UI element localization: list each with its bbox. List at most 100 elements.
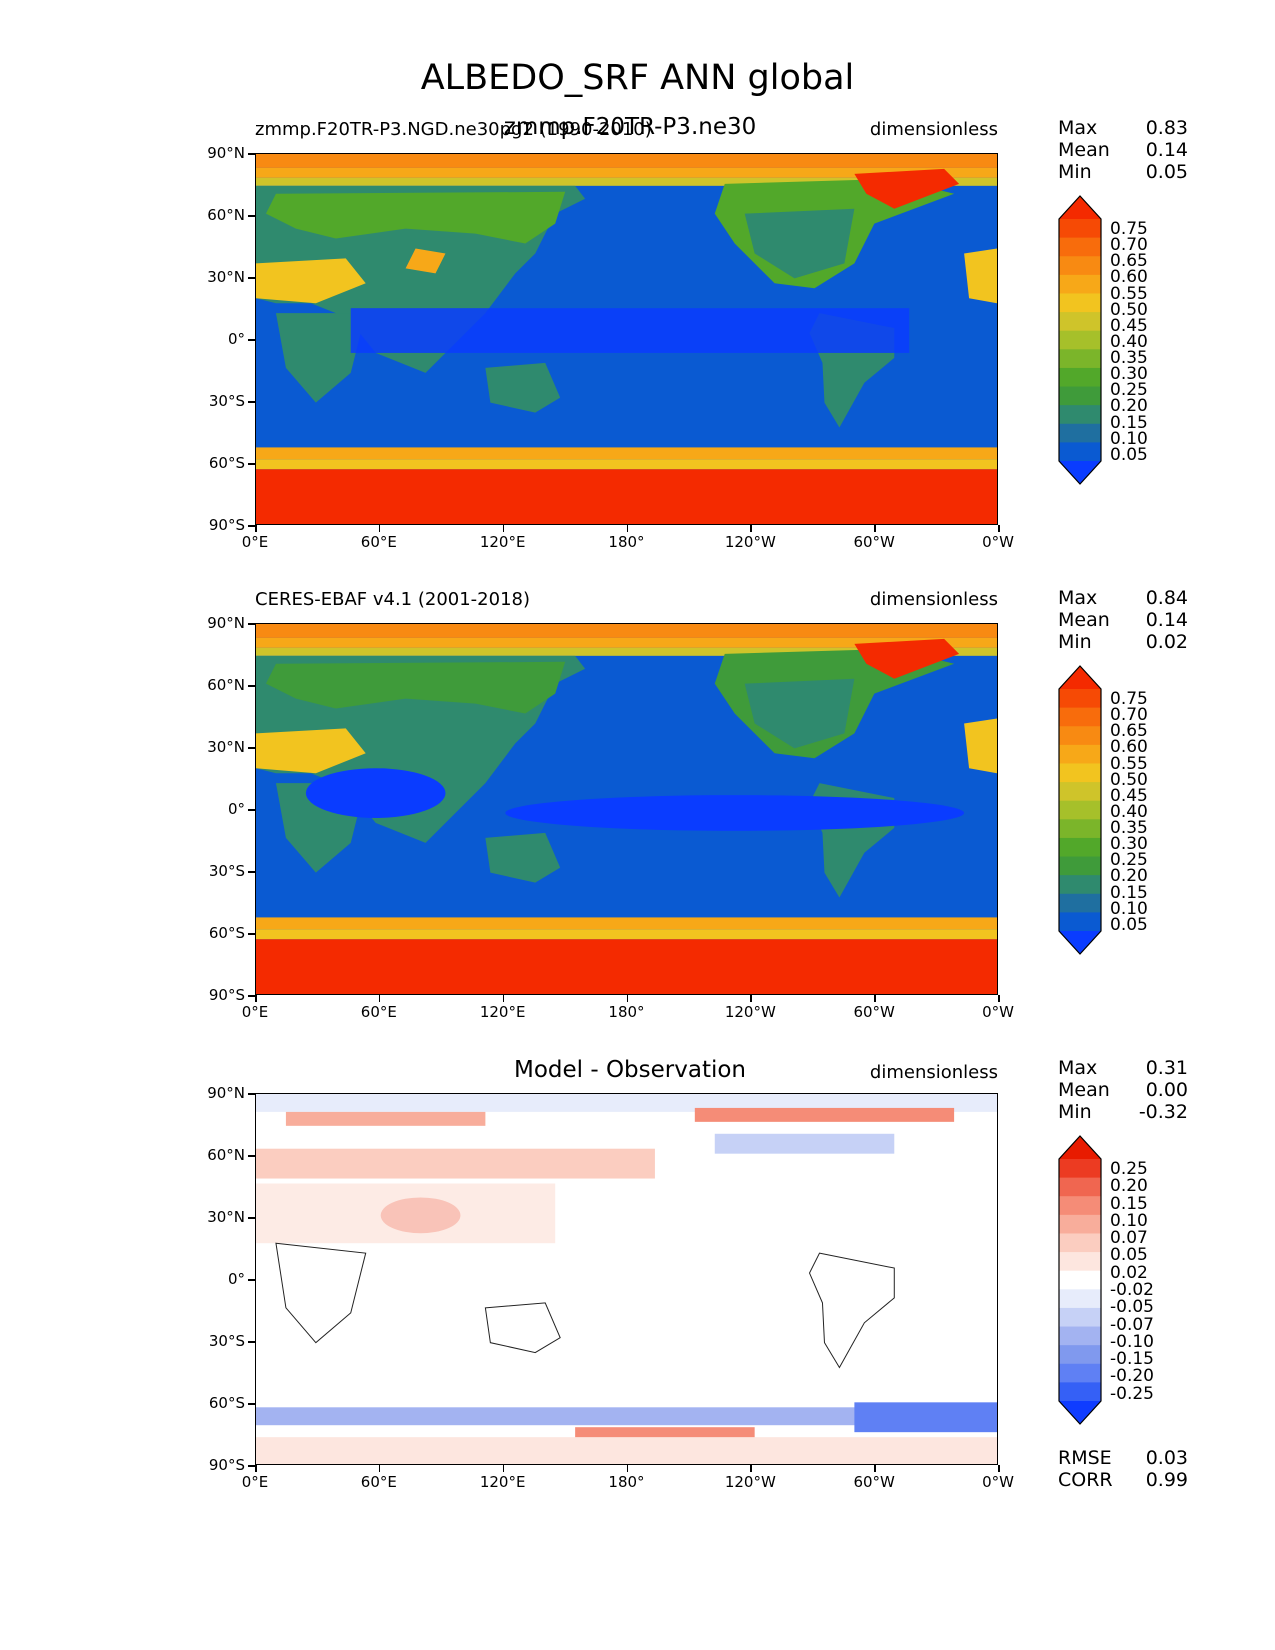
x-tick-mark <box>502 525 505 532</box>
x-tick-label: 0°W <box>982 1473 1014 1491</box>
stat-value: 0.00 <box>1145 1079 1188 1101</box>
stat-label: Mean <box>1058 139 1110 161</box>
colorbar-tick-label: 0.50 <box>1110 299 1148 320</box>
y-tick-label: 60°N <box>207 676 245 694</box>
colorbar-segment <box>1059 726 1101 746</box>
stat-label: Max <box>1058 587 1098 609</box>
colorbar-segment <box>1059 423 1101 443</box>
panel-obs: CERES-EBAF v4.1 (2001-2018) dimensionles… <box>0 0 1275 995</box>
x-tick-mark <box>626 995 628 1002</box>
stat-value: 0.31 <box>1145 1057 1188 1079</box>
stat-value: 0.02 <box>1145 631 1188 653</box>
map-model-field <box>256 154 997 524</box>
colorbar-tick-label: 0.10 <box>1110 898 1148 919</box>
x-tick-mark <box>750 525 752 532</box>
colorbar <box>1058 665 1102 955</box>
x-tick-label: 120°W <box>724 1003 776 1021</box>
colorbar-segment <box>1059 1159 1101 1179</box>
colorbar-tick-label: 0.55 <box>1110 753 1148 774</box>
x-tick-label: 120°E <box>479 1473 526 1491</box>
colorbar-extend-max <box>1059 1136 1101 1159</box>
y-tick-label: 90°S <box>208 516 245 534</box>
y-tick-label: 0° <box>227 330 245 348</box>
colorbar-tick-label: 0.20 <box>1110 396 1148 417</box>
colorbar-segment <box>1059 219 1101 239</box>
colorbar-segment <box>1059 1214 1101 1234</box>
colorbar-svg <box>1058 195 1102 485</box>
colorbar-tick-label: 0.65 <box>1110 721 1148 742</box>
stat-label: Min <box>1058 161 1092 183</box>
colorbar-tick-label: 0.40 <box>1110 331 1148 352</box>
colorbar-segment <box>1059 875 1101 895</box>
panel-title-center: Model - Observation <box>513 1057 747 1083</box>
x-tick-mark <box>750 995 752 1002</box>
y-tick-label: 30°S <box>208 392 245 410</box>
colorbar-tick-label: 0.50 <box>1110 769 1148 790</box>
colorbar-tick-label: 0.25 <box>1110 380 1148 401</box>
x-tick-mark <box>998 1465 1000 1472</box>
colorbar-segment <box>1059 1270 1101 1290</box>
colorbar-tick-label: 0.70 <box>1110 705 1148 726</box>
colorbar-tick-label: 0.60 <box>1110 737 1148 758</box>
colorbar-tick-label: 0.30 <box>1110 834 1148 855</box>
y-tick-mark <box>248 277 255 279</box>
y-tick-mark <box>248 1465 255 1467</box>
y-tick-mark <box>248 1093 255 1095</box>
colorbar-tick-label: 0.20 <box>1110 866 1148 887</box>
stat-label: Mean <box>1058 609 1110 631</box>
colorbar-segment <box>1059 893 1101 913</box>
y-tick-mark <box>248 685 255 687</box>
colorbar-segment <box>1059 349 1101 369</box>
colorbar-segment <box>1059 819 1101 839</box>
colorbar-tick-label: 0.35 <box>1110 818 1148 839</box>
colorbar-segment <box>1059 744 1101 764</box>
y-tick-label: 30°N <box>207 268 245 286</box>
stat-label: Mean <box>1058 1079 1110 1101</box>
x-tick-mark <box>626 525 628 532</box>
colorbar-tick-label: 0.05 <box>1110 914 1148 935</box>
x-tick-mark <box>378 525 381 532</box>
colorbar-segment <box>1059 782 1101 802</box>
panel-title-center: zmmp.F20TR-P3.ne30 <box>503 114 757 140</box>
map-diff <box>255 1093 998 1465</box>
colorbar-tick-label: 0.55 <box>1110 283 1148 304</box>
y-tick-label: 30°S <box>208 862 245 880</box>
y-tick-mark <box>248 401 255 403</box>
figure-title: ALBEDO_SRF ANN global <box>420 58 855 98</box>
colorbar-tick-label: 0.65 <box>1110 251 1148 272</box>
x-tick-label: 180° <box>608 533 645 551</box>
colorbar-tick-label: 0.02 <box>1110 1262 1148 1283</box>
y-tick-mark <box>248 809 255 811</box>
panel-title-left: CERES-EBAF v4.1 (2001-2018) <box>255 589 531 610</box>
map-obs-field <box>256 624 997 994</box>
y-tick-mark <box>248 933 255 935</box>
colorbar-segment <box>1059 1382 1101 1402</box>
y-tick-label: 60°N <box>207 206 245 224</box>
stat-value: 0.14 <box>1145 139 1188 161</box>
map-model <box>255 153 998 525</box>
colorbar-tick-label: -0.07 <box>1110 1314 1154 1335</box>
colorbar-segment <box>1059 856 1101 876</box>
colorbar-tick-label: 0.30 <box>1110 364 1148 385</box>
x-tick-mark <box>255 1465 257 1472</box>
colorbar-tick-label: -0.05 <box>1110 1297 1154 1318</box>
x-tick-label: 0°E <box>241 1473 269 1491</box>
stat-label: Min <box>1058 631 1092 653</box>
colorbar-segment <box>1059 912 1101 932</box>
colorbar-tick-label: 0.05 <box>1110 1245 1148 1266</box>
colorbar-tick-label: 0.25 <box>1110 850 1148 871</box>
map-diff-field <box>256 1094 997 1464</box>
stat-value: 0.14 <box>1145 609 1188 631</box>
x-tick-label: 0°W <box>982 533 1014 551</box>
x-tick-label: 60°E <box>360 1473 397 1491</box>
colorbar-tick-label: 0.75 <box>1110 219 1148 239</box>
x-tick-label: 0°W <box>982 1003 1014 1021</box>
y-tick-label: 0° <box>227 800 245 818</box>
colorbar-tick-label: 0.15 <box>1110 882 1148 903</box>
panel-units: dimensionless <box>869 589 998 610</box>
colorbar-segment <box>1059 330 1101 350</box>
stat-label: Min <box>1058 1101 1092 1123</box>
colorbar-tick-label: -0.02 <box>1110 1280 1154 1300</box>
stat-value: -0.32 <box>1138 1101 1188 1123</box>
colorbar-segment <box>1059 1196 1101 1216</box>
